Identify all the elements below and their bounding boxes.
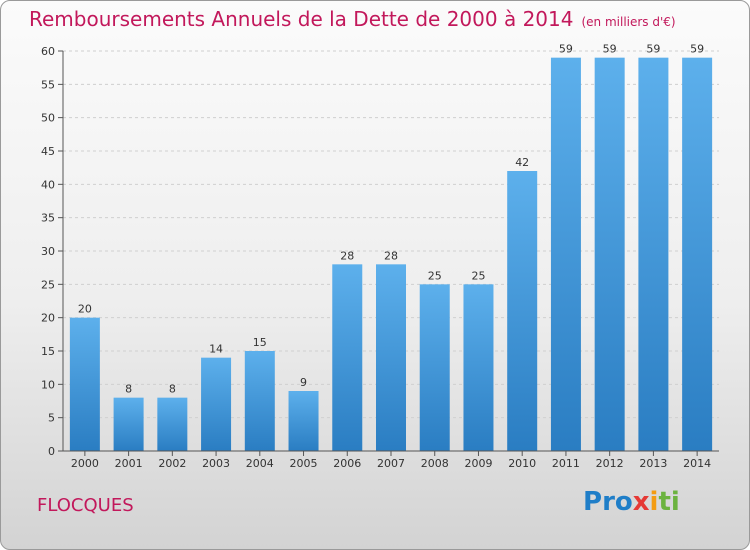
bar <box>69 317 100 451</box>
x-tick-label: 2007 <box>377 457 405 470</box>
y-tick-label: 35 <box>41 212 55 225</box>
proxiti-logo: Proxiti <box>583 487 680 517</box>
y-tick-label: 10 <box>41 378 55 391</box>
bar <box>113 397 144 451</box>
y-tick-label: 30 <box>41 245 55 258</box>
x-tick-label: 2004 <box>246 457 274 470</box>
title-text: Remboursements Annuels de la Dette de 20… <box>29 7 574 31</box>
x-tick-label: 2012 <box>596 457 624 470</box>
data-label: 28 <box>340 249 354 262</box>
bar <box>550 57 581 452</box>
data-label: 25 <box>428 269 442 282</box>
data-label: 42 <box>515 156 529 169</box>
y-tick-label: 50 <box>41 112 55 125</box>
bar <box>201 357 232 451</box>
x-tick-label: 2000 <box>71 457 99 470</box>
y-tick-label: 0 <box>48 445 55 458</box>
bar <box>463 284 494 451</box>
bar <box>157 397 188 451</box>
data-label: 59 <box>690 43 704 56</box>
x-tick-label: 2003 <box>202 457 230 470</box>
data-label: 8 <box>169 383 176 396</box>
data-label: 8 <box>125 383 132 396</box>
y-tick-label: 20 <box>41 312 55 325</box>
x-tick-label: 2009 <box>464 457 492 470</box>
y-tick-label: 25 <box>41 278 55 291</box>
y-tick-label: 15 <box>41 345 55 358</box>
bar <box>332 264 363 451</box>
bar <box>594 57 625 452</box>
bar <box>244 351 275 451</box>
chart-title: Remboursements Annuels de la Dette de 20… <box>29 7 676 31</box>
town-name: FLOCQUES <box>37 495 134 516</box>
data-label: 25 <box>471 269 485 282</box>
x-tick-label: 2006 <box>333 457 361 470</box>
x-tick-label: 2014 <box>683 457 711 470</box>
data-label: 28 <box>384 249 398 262</box>
bar <box>638 57 669 452</box>
y-tick-label: 5 <box>48 412 55 425</box>
x-tick-label: 2008 <box>421 457 449 470</box>
data-label: 59 <box>559 43 573 56</box>
data-label: 14 <box>209 343 223 356</box>
unit-label: (en milliers d'€) <box>581 15 676 29</box>
y-tick-label: 60 <box>41 45 55 58</box>
bar <box>507 171 538 451</box>
x-tick-label: 2001 <box>115 457 143 470</box>
data-label: 15 <box>253 336 267 349</box>
bar <box>682 57 713 452</box>
x-tick-label: 2010 <box>508 457 536 470</box>
data-label: 20 <box>78 303 92 316</box>
y-tick-label: 45 <box>41 145 55 158</box>
x-tick-label: 2011 <box>552 457 580 470</box>
bar <box>419 284 450 451</box>
data-label: 59 <box>646 43 660 56</box>
data-label: 9 <box>300 376 307 389</box>
bar <box>376 264 406 451</box>
x-tick-label: 2005 <box>290 457 318 470</box>
data-label: 59 <box>603 43 617 56</box>
y-tick-label: 55 <box>41 78 55 91</box>
bar <box>288 391 319 451</box>
x-tick-label: 2002 <box>158 457 186 470</box>
y-tick-label: 40 <box>41 178 55 191</box>
x-tick-label: 2013 <box>639 457 667 470</box>
